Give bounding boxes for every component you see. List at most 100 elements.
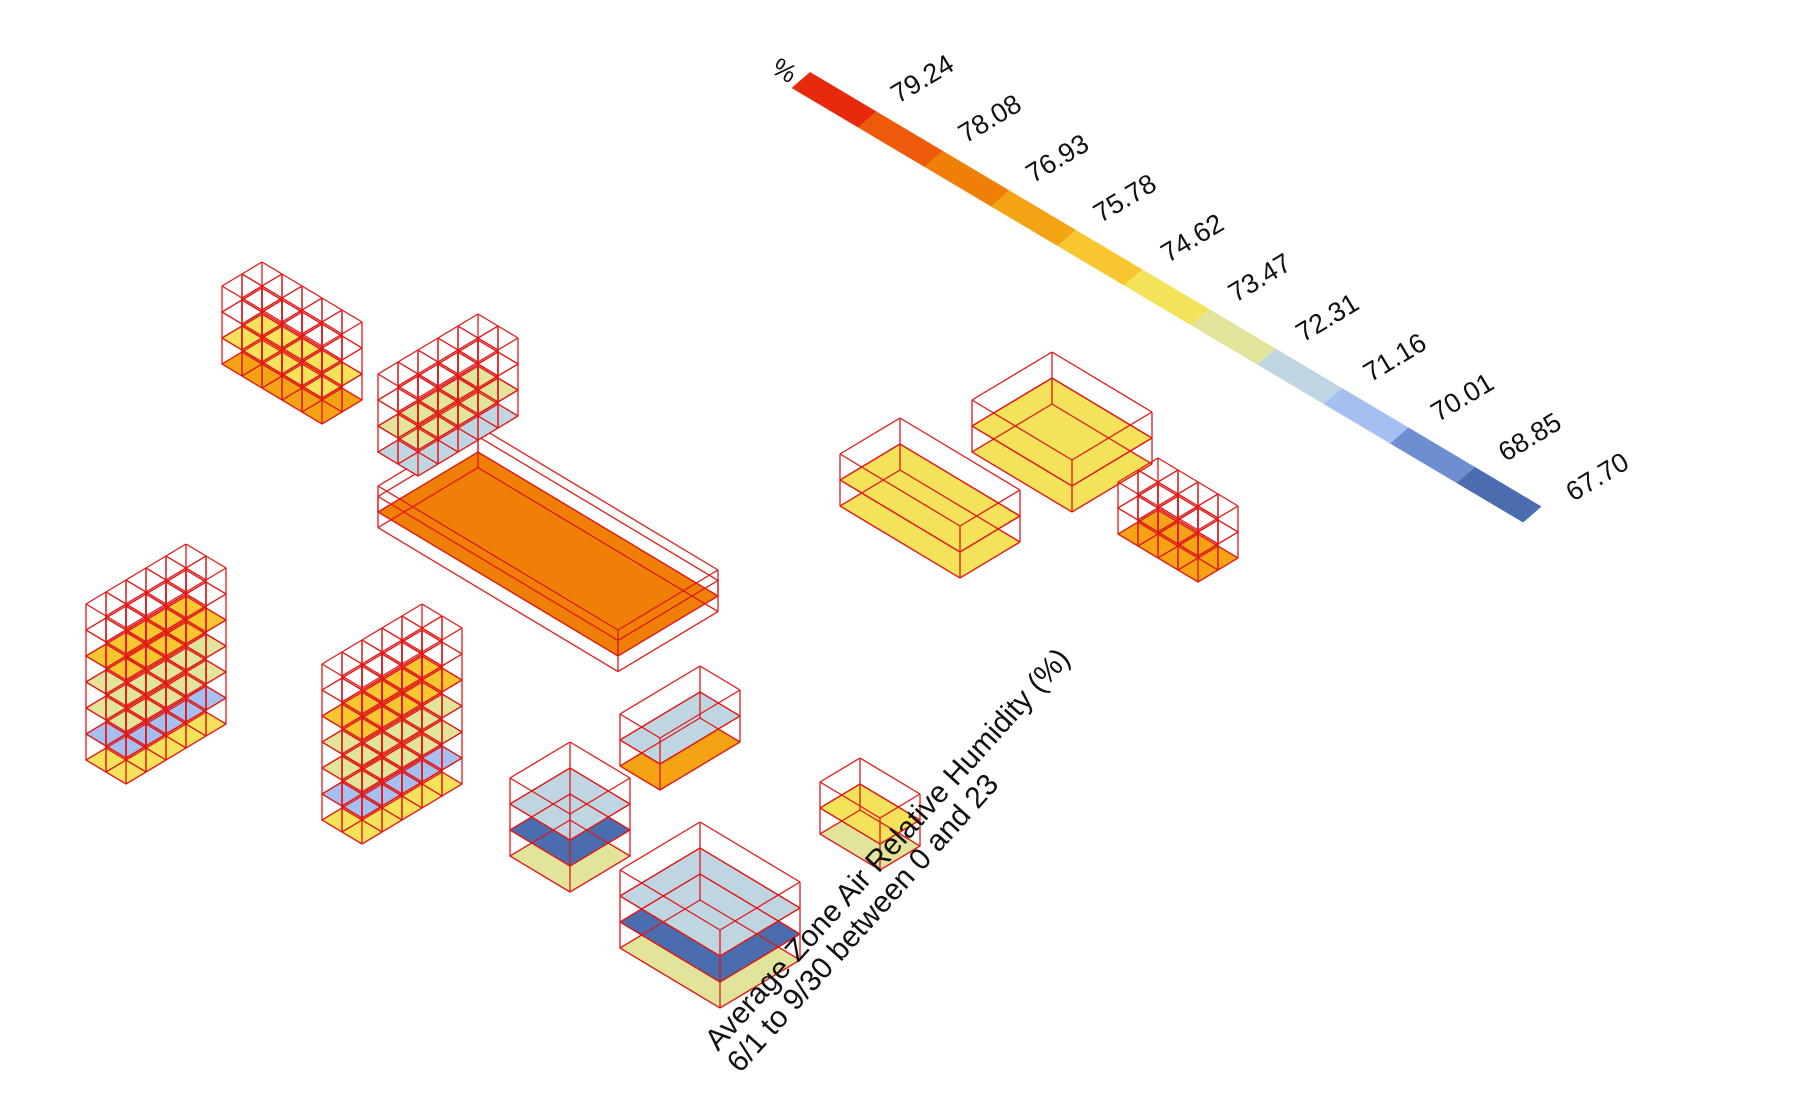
- zone-edge: [301, 285, 323, 299]
- zone-edge: [261, 323, 283, 337]
- zone-edge: [361, 819, 383, 833]
- zone-edge: [341, 755, 363, 769]
- zone-edge: [341, 373, 363, 387]
- zone-edge: [301, 361, 323, 375]
- zone-edge: [421, 783, 443, 797]
- zone-edge: [1051, 377, 1153, 439]
- zone-edge: [1177, 557, 1199, 571]
- zone-edge: [417, 349, 439, 363]
- zone-edge: [125, 579, 147, 593]
- zone-edge: [341, 793, 363, 807]
- zone-edge: [361, 715, 383, 729]
- zone-edge: [421, 745, 443, 759]
- zone-edge: [441, 783, 463, 797]
- zone-edge: [1157, 519, 1179, 533]
- zone-edge: [377, 361, 399, 375]
- zone-edge: [165, 591, 187, 605]
- zone-edge: [341, 727, 363, 741]
- zone-edge: [417, 437, 439, 451]
- zone-edge: [401, 771, 423, 785]
- zone-edge: [341, 717, 363, 731]
- zone-edge: [145, 605, 167, 619]
- zone-edge: [185, 735, 207, 749]
- zone-edge: [457, 313, 479, 327]
- zone-edge: [261, 273, 283, 287]
- zone-edge: [165, 595, 187, 609]
- zone-edge: [261, 299, 283, 313]
- zone-edge: [205, 567, 227, 581]
- zone-edge: [145, 671, 167, 685]
- zone-edge: [401, 795, 423, 809]
- zone-edge: [321, 793, 343, 807]
- zone-edge: [85, 591, 107, 605]
- zone-edge: [321, 323, 343, 337]
- zone-edge: [85, 669, 107, 683]
- zone-edge: [341, 675, 363, 689]
- zone-edge: [401, 691, 423, 705]
- legend-value-label: 76.93: [1021, 128, 1094, 189]
- zone-edge: [819, 809, 861, 835]
- zone-edge: [437, 363, 459, 377]
- zone-edge: [361, 781, 383, 795]
- zone-edge: [341, 387, 363, 401]
- zone-edge: [417, 363, 439, 377]
- zone-edge: [105, 693, 127, 707]
- zone-edge: [205, 581, 227, 595]
- zone-edge: [401, 629, 423, 643]
- zone-edge: [401, 639, 423, 653]
- zone-edge: [145, 617, 167, 631]
- legend-value-label: 71.16: [1358, 327, 1431, 388]
- zone-edge: [361, 705, 383, 719]
- zone-edge: [509, 855, 571, 893]
- zone-edge: [241, 287, 263, 301]
- zone-edge: [437, 427, 459, 441]
- legend-swatch: [991, 190, 1076, 246]
- zone-edge: [165, 709, 187, 723]
- zone-edge: [361, 831, 383, 845]
- zone-edge: [361, 677, 383, 691]
- zone-edge: [1217, 519, 1239, 533]
- zone-edge: [145, 593, 167, 607]
- zone-edge: [417, 373, 439, 387]
- zone-edge: [437, 399, 459, 413]
- zone-edge: [401, 769, 423, 783]
- zone-edge: [421, 719, 443, 733]
- zone-edge: [125, 631, 147, 645]
- zone-edge: [185, 631, 207, 645]
- zone-edge: [719, 933, 801, 983]
- zone-edge: [125, 603, 147, 617]
- zone-edge: [401, 679, 423, 693]
- zone-edge: [377, 495, 619, 641]
- zone-edge: [145, 579, 167, 593]
- zone-edge: [417, 399, 439, 413]
- zone-edge: [421, 731, 443, 745]
- zone-edge: [441, 745, 463, 759]
- zone-edge: [361, 731, 383, 745]
- zone-edge: [205, 697, 227, 711]
- zone-edge: [341, 729, 363, 743]
- zone-edge: [377, 413, 399, 427]
- zone-edge: [509, 741, 571, 779]
- zone-edge: [1117, 469, 1139, 483]
- zone-edge: [1177, 543, 1199, 557]
- zone-edge: [301, 349, 323, 363]
- zone-edge: [457, 351, 479, 365]
- zone-edge: [1157, 521, 1179, 535]
- zone-edge: [619, 873, 701, 923]
- zone-edge: [1197, 533, 1219, 547]
- zone-edge: [437, 351, 459, 365]
- zone-edge: [417, 361, 439, 375]
- zone-edge: [401, 759, 423, 773]
- zone-edge: [1157, 457, 1179, 471]
- zone-edge: [401, 717, 423, 731]
- zone-edge: [381, 795, 403, 809]
- zone-edge: [361, 691, 383, 705]
- zone-edge: [497, 403, 519, 417]
- zone-edge: [417, 415, 439, 429]
- zone-edge: [281, 299, 303, 313]
- zone-edge: [719, 907, 801, 957]
- zone-edge: [381, 717, 403, 731]
- zone-edge: [497, 337, 519, 351]
- zone-edge: [341, 321, 363, 335]
- zone-edge: [361, 665, 383, 679]
